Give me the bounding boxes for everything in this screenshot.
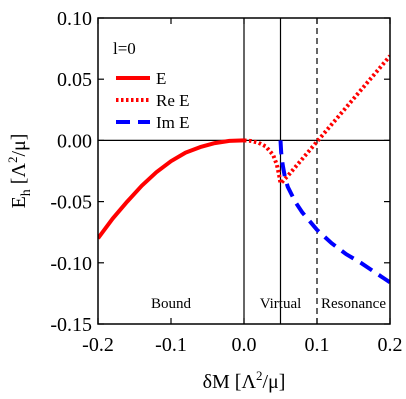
region-label-virtual: Virtual	[260, 296, 302, 312]
reference-lines	[98, 18, 390, 324]
x-axis-title: δM [Λ2/μ]	[203, 368, 286, 393]
series-line-re-e	[243, 54, 390, 186]
region-label-bound: Bound	[151, 296, 192, 312]
axis-ticks: -0.2 -0.1 0.0 0.1 0.2 -0.15 -0.10 -0.05 0.00 0.05…	[50, 8, 402, 356]
y-axis-title: Eh [Λ2/μ]	[5, 134, 34, 209]
x-tick-label: -0.1	[155, 334, 187, 356]
y-axis-title-sub: h	[19, 189, 34, 196]
x-tick-label: -0.2	[82, 334, 114, 356]
x-tick-label: 0.0	[232, 334, 257, 356]
x-axis-title-main: δM [Λ	[203, 371, 257, 393]
y-tick-label: -0.05	[50, 192, 92, 214]
legend-label-re-e: Re E	[156, 91, 190, 110]
x-axis-title-sup: 2	[256, 368, 263, 383]
y-axis-title-main: E	[8, 196, 30, 208]
region-labels: Bound Virtual Resonance	[151, 296, 386, 312]
legend-label-im-e: Im E	[156, 113, 190, 132]
y-axis-title-sup: 2	[5, 157, 20, 164]
y-tick-label: -0.10	[50, 253, 92, 275]
angular-momentum-annotation: l=0	[113, 39, 136, 58]
y-axis-title-tail: /μ]	[8, 134, 30, 157]
x-tick-label: 0.1	[305, 334, 330, 356]
y-tick-label: 0.10	[57, 8, 92, 30]
y-tick-label: -0.15	[50, 314, 92, 336]
x-tick-label: 0.2	[378, 334, 403, 356]
region-label-resonance: Resonance	[321, 296, 386, 312]
legend-label-e: E	[156, 69, 166, 88]
x-axis-title-tail: /μ]	[262, 371, 285, 393]
legend: E Re E Im E	[116, 69, 190, 132]
y-tick-label: 0.05	[57, 69, 92, 91]
series-line-im-e	[278, 140, 390, 285]
y-axis-title-rest: [Λ	[8, 163, 30, 190]
series-layer	[98, 54, 390, 285]
y-tick-label: 0.00	[57, 130, 92, 152]
series-line-e	[98, 138, 245, 240]
